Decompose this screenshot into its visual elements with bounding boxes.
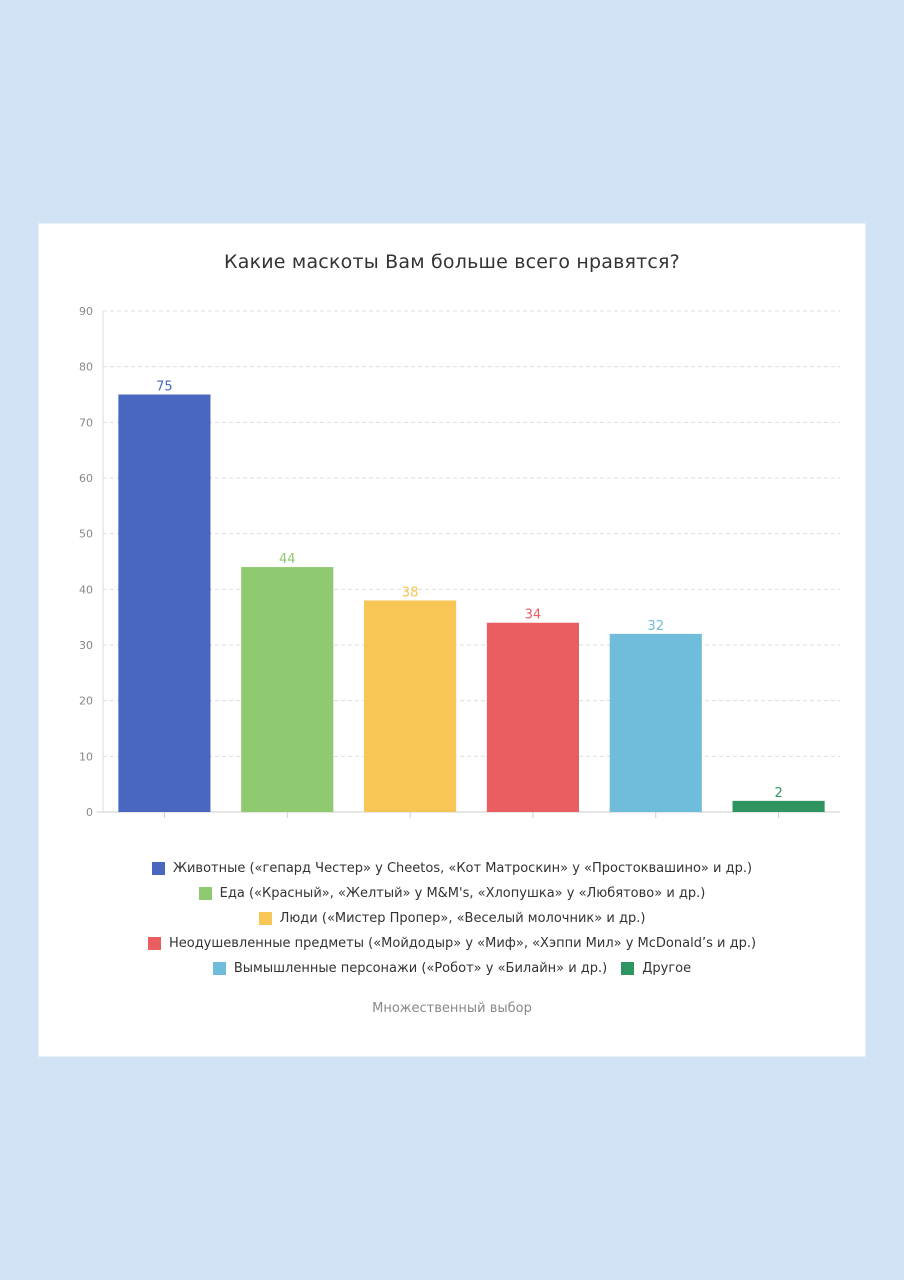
y-tick-label: 70	[79, 416, 93, 429]
legend-label: Другое	[642, 961, 692, 976]
y-tick-label: 90	[79, 305, 93, 318]
bar-value-label: 75	[156, 380, 173, 395]
legend-swatch	[198, 887, 212, 900]
bar-value-label: 34	[525, 608, 542, 623]
legend-label: Люди («Мистер Пропер», «Веселый молочник…	[279, 911, 646, 926]
chart-title: Какие маскоты Вам больше всего нравятся?	[224, 251, 680, 273]
legend-item-people[interactable]: Люди («Мистер Пропер», «Веселый молочник…	[258, 911, 646, 926]
bar-value-label: 2	[774, 786, 782, 801]
legend-row: Животные («гепард Честер» у Cheetos, «Ко…	[39, 856, 865, 881]
y-tick-label: 10	[79, 750, 93, 763]
legend-swatch	[258, 912, 272, 925]
legend-label: Еда («Красный», «Желтый» у M&M's, «Хлопу…	[219, 886, 706, 901]
chart-card: Какие маскоты Вам больше всего нравятся?…	[39, 224, 865, 1056]
legend-item-other[interactable]: Другое	[621, 961, 691, 976]
legend-row: Вымышленные персонажи («Робот» у «Билайн…	[39, 956, 865, 981]
legend-swatch	[621, 962, 635, 975]
value-labels: 75 44 38 34 32 2	[156, 380, 783, 801]
bar[interactable]	[241, 567, 334, 812]
legend-row: Неодушевленные предметы («Мойдодыр» у «М…	[39, 931, 865, 956]
chart-subtitle: Множественный выбор	[372, 1001, 532, 1016]
y-tick-label: 20	[79, 695, 93, 708]
axes: 0 10 20 30 40 50 60 70 80 90	[79, 305, 840, 819]
y-tick-label: 50	[79, 528, 93, 541]
legend-item-objects[interactable]: Неодушевленные предметы («Мойдодыр» у «М…	[147, 936, 757, 951]
bar-value-label: 44	[279, 552, 296, 567]
legend-swatch	[147, 937, 161, 950]
bar[interactable]	[364, 600, 457, 812]
legend-row: Люди («Мистер Пропер», «Веселый молочник…	[39, 906, 865, 931]
bar-value-label: 38	[402, 585, 419, 600]
legend: Животные («гепард Честер» у Cheetos, «Ко…	[39, 856, 865, 981]
legend-swatch	[151, 862, 165, 875]
legend-item-animals[interactable]: Животные («гепард Честер» у Cheetos, «Ко…	[151, 861, 753, 876]
bar[interactable]	[118, 394, 211, 813]
bar[interactable]	[486, 622, 579, 812]
bars	[118, 394, 825, 813]
gridlines	[103, 310, 840, 757]
y-tick-label: 30	[79, 639, 93, 652]
legend-swatch	[212, 962, 226, 975]
y-tick-label: 80	[79, 361, 93, 374]
legend-row: Еда («Красный», «Желтый» у M&M's, «Хлопу…	[39, 881, 865, 906]
y-tick-label: 40	[79, 583, 93, 596]
y-tick-label: 0	[86, 806, 93, 819]
bar-chart: 0 10 20 30 40 50 60 70 80 90 75 44 38 34 32 2	[79, 305, 840, 819]
legend-item-fictional[interactable]: Вымышленные персонажи («Робот» у «Билайн…	[212, 961, 608, 976]
bar-value-label: 32	[647, 619, 664, 634]
y-tick-label: 60	[79, 472, 93, 485]
legend-label: Неодушевленные предметы («Мойдодыр» у «М…	[168, 936, 757, 951]
bar[interactable]	[732, 800, 825, 812]
legend-label: Вымышленные персонажи («Робот» у «Билайн…	[233, 961, 608, 976]
legend-label: Животные («гепард Честер» у Cheetos, «Ко…	[172, 861, 753, 876]
legend-item-food[interactable]: Еда («Красный», «Желтый» у M&M's, «Хлопу…	[198, 886, 706, 901]
bar[interactable]	[609, 633, 702, 812]
